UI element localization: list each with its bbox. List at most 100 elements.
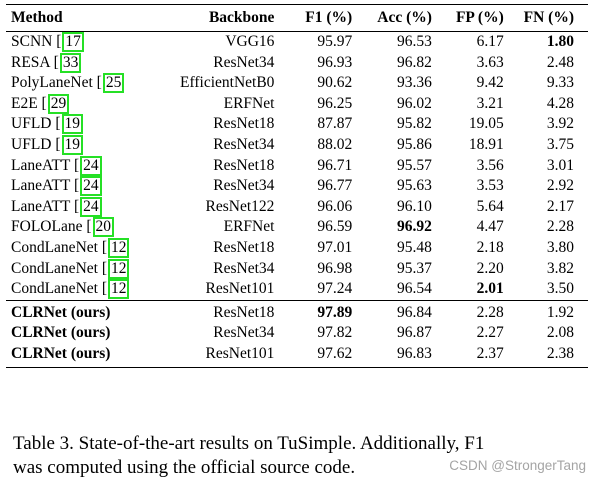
cell-fn: 2.92: [546, 177, 574, 195]
cell-backbone: VGG16: [225, 33, 275, 50]
cell-fn: 2.08: [546, 324, 574, 342]
cell-fp: 3.21: [476, 94, 504, 112]
cell-backbone: ResNet101: [205, 280, 275, 298]
header-f1: F1 (%): [305, 8, 353, 26]
table-row: RESA [33 ResNet34 96.93 96.82 3.63 2.48: [6, 52, 588, 74]
cell-acc: 95.57: [397, 156, 432, 174]
cell-fn: 2.17: [546, 197, 574, 215]
cell-acc: 96.92: [397, 218, 432, 236]
table-body: SCNN [17 VGG16 95.97 96.53 6.17 1.80 RESA [33 R…: [6, 32, 588, 368]
cell-backbone: ResNet18: [158, 299, 281, 324]
cell-fn: 9.33: [546, 74, 574, 92]
citation-link[interactable]: 24: [80, 155, 102, 176]
cell-f1: 88.02: [317, 135, 353, 153]
header-fn: FN (%): [523, 8, 574, 26]
cell-backbone: ResNet101: [158, 343, 281, 368]
table-row: CondLaneNet [12 ResNet18 97.01 95.48 2.18 3.8…: [6, 237, 588, 259]
method-name: E2E [: [11, 94, 47, 112]
table-row: LaneATT [24 ResNet34 96.77 95.63 3.53 2.92: [6, 176, 588, 197]
citation-link[interactable]: 12: [107, 237, 130, 258]
cell-fp: 3.53: [476, 177, 504, 195]
cell-backbone: ResNet122: [205, 197, 275, 215]
citation-link[interactable]: 19: [61, 134, 84, 155]
citation-link[interactable]: 19: [61, 114, 84, 135]
cell-acc: 96.83: [352, 343, 432, 368]
header-fp: FP (%): [455, 8, 504, 26]
cell-fp: 2.01: [476, 280, 504, 298]
cell-f1: 87.87: [317, 115, 353, 133]
cell-acc: 96.53: [397, 33, 432, 50]
header-method: Method: [11, 8, 63, 26]
cell-f1: 96.25: [317, 94, 353, 112]
cell-method: E2E [29: [6, 93, 158, 115]
table-row: CondLaneNet [12 ResNet101 97.24 96.54 2.01 3.…: [6, 279, 588, 300]
method-name: SCNN [: [11, 33, 62, 50]
cell-f1: 97.89: [280, 299, 353, 324]
cell-fp: 18.91: [468, 135, 504, 153]
cell-backbone: ResNet34: [213, 53, 275, 71]
method-name: CondLaneNet [: [11, 238, 107, 256]
cell-fp: 6.17: [476, 33, 504, 50]
cell-f1: 96.59: [317, 218, 353, 236]
cell-acc: 95.86: [397, 135, 432, 153]
citation-link[interactable]: 33: [59, 52, 82, 73]
citation-link[interactable]: 25: [102, 73, 125, 94]
citation-link[interactable]: 29: [47, 93, 70, 114]
cell-backbone: EfficientNetB0: [180, 74, 275, 92]
cell-acc: 96.54: [397, 280, 432, 298]
cell-f1: 96.77: [317, 177, 353, 195]
method-name: LaneATT [: [11, 177, 80, 195]
citation-link[interactable]: 24: [80, 176, 102, 197]
cell-backbone: ResNet34: [213, 177, 275, 195]
cell-f1: 97.62: [280, 343, 353, 368]
method-name: UFLD [: [11, 115, 61, 133]
cell-acc: 93.36: [397, 74, 432, 92]
citation-link[interactable]: 12: [107, 279, 130, 300]
cell-method: FOLOLane [20: [6, 217, 158, 238]
cell-acc: 96.84: [352, 299, 432, 324]
cell-fn: 2.48: [546, 53, 574, 71]
cell-acc: 95.37: [397, 259, 432, 277]
cell-fn: 2.38: [503, 343, 588, 368]
cell-f1: 96.71: [317, 156, 353, 174]
cell-fp: 5.64: [476, 197, 504, 215]
cell-fn: 3.92: [546, 115, 574, 133]
cell-fp: 9.42: [476, 74, 504, 92]
table-row: PolyLaneNet [25 EfficientNetB0 90.62 93.36 9…: [6, 73, 588, 94]
table-row: LaneATT [24 ResNet18 96.71 95.57 3.56 3.01: [6, 155, 588, 177]
cell-method: SCNN [17: [6, 32, 158, 53]
table-header-row: Method Backbone F1 (%) Acc (%) FP (%) FN…: [6, 4, 588, 32]
cell-fp: 2.20: [476, 259, 504, 277]
cell-method: LaneATT [24: [6, 176, 158, 197]
citation-link[interactable]: 20: [92, 217, 114, 238]
table-row: E2E [29 ERFNet 96.25 96.02 3.21 4.28: [6, 93, 588, 115]
watermark: CSDN @StrongerTang: [449, 458, 586, 473]
citation-link[interactable]: 12: [107, 258, 130, 279]
caption-line-2: was computed using the official source c…: [13, 457, 356, 478]
cell-acc: 96.02: [397, 94, 432, 112]
header-backbone: Backbone: [208, 8, 275, 26]
cell-method: CondLaneNet [12: [6, 279, 158, 300]
citation-link[interactable]: 24: [80, 196, 102, 217]
table-row: CondLaneNet [12 ResNet34 96.98 95.37 2.20 3.8…: [6, 258, 588, 280]
table-row-ours: CLRNet (ours) ResNet34 97.82 96.87 2.27 2.08: [6, 323, 588, 344]
cell-backbone: ERFNet: [223, 218, 275, 236]
cell-method: CLRNet (ours): [11, 324, 111, 342]
cell-fn: 2.28: [546, 218, 574, 236]
cell-fp: 2.27: [476, 324, 504, 342]
citation-link[interactable]: 17: [62, 32, 84, 52]
cell-acc: 95.82: [397, 115, 432, 133]
cell-f1: 97.01: [317, 238, 353, 256]
table-row: FOLOLane [20 ERFNet 96.59 96.92 4.47 2.28: [6, 217, 588, 238]
method-name: LaneATT [: [11, 197, 80, 215]
cell-backbone: ResNet34: [213, 135, 275, 153]
cell-method: CLRNet (ours): [6, 343, 159, 368]
cell-method: LaneATT [24: [6, 155, 158, 177]
table-row: UFLD [19 ResNet34 88.02 95.86 18.91 3.75: [6, 134, 588, 156]
cell-method: PolyLaneNet [25: [6, 73, 158, 94]
cell-method: CLRNet (ours): [6, 299, 159, 324]
cell-backbone: ResNet18: [213, 156, 275, 174]
cell-backbone: ERFNet: [223, 94, 275, 112]
cell-acc: 96.82: [397, 53, 432, 71]
cell-f1: 96.98: [317, 259, 353, 277]
